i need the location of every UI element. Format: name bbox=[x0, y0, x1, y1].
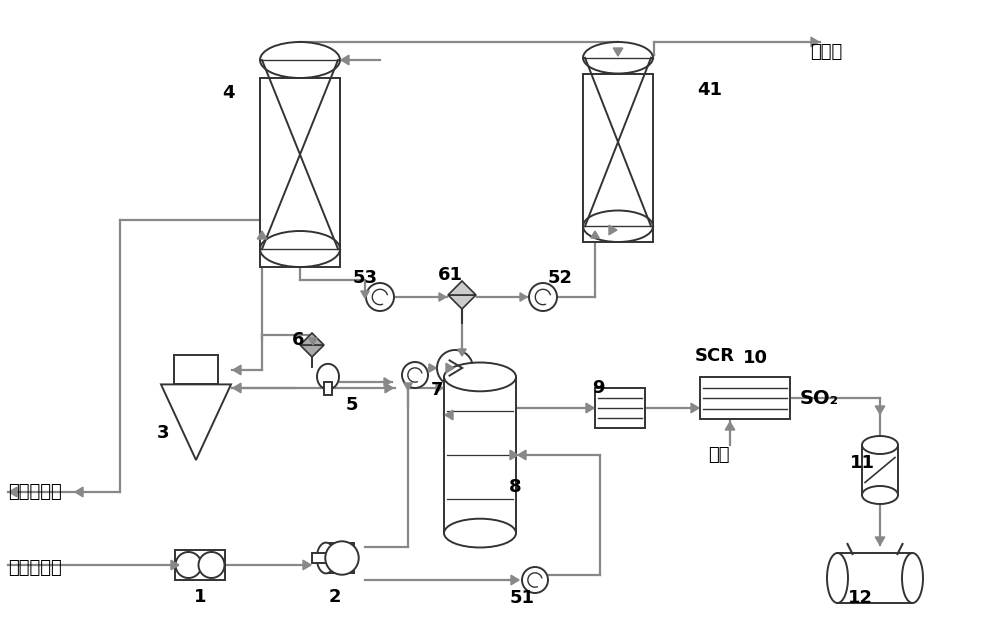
Circle shape bbox=[529, 283, 557, 311]
Polygon shape bbox=[233, 383, 241, 393]
Text: 1: 1 bbox=[194, 588, 206, 606]
Ellipse shape bbox=[583, 210, 653, 242]
Bar bbox=[700, 377, 790, 419]
Bar bbox=[175, 550, 225, 580]
Polygon shape bbox=[171, 560, 179, 570]
Polygon shape bbox=[257, 231, 267, 239]
Polygon shape bbox=[520, 293, 527, 301]
Polygon shape bbox=[510, 450, 518, 460]
Ellipse shape bbox=[444, 519, 516, 547]
Circle shape bbox=[366, 283, 394, 311]
Text: 52: 52 bbox=[548, 269, 572, 287]
Text: 6: 6 bbox=[292, 331, 304, 349]
Polygon shape bbox=[429, 364, 436, 372]
Polygon shape bbox=[875, 406, 885, 414]
Circle shape bbox=[522, 567, 548, 593]
Polygon shape bbox=[439, 293, 446, 301]
Polygon shape bbox=[586, 403, 594, 413]
Polygon shape bbox=[445, 410, 453, 420]
Polygon shape bbox=[300, 333, 324, 345]
Text: 4: 4 bbox=[222, 84, 234, 102]
Ellipse shape bbox=[827, 553, 848, 603]
Polygon shape bbox=[613, 48, 623, 56]
Text: 5: 5 bbox=[346, 396, 358, 414]
Bar bbox=[595, 388, 645, 428]
Bar bbox=[444, 377, 516, 533]
Ellipse shape bbox=[862, 486, 898, 504]
Polygon shape bbox=[591, 231, 599, 238]
Text: 61: 61 bbox=[438, 266, 462, 284]
Text: 2: 2 bbox=[329, 588, 341, 606]
Circle shape bbox=[325, 541, 359, 575]
Text: 去煙道: 去煙道 bbox=[810, 43, 842, 61]
Text: 11: 11 bbox=[849, 454, 874, 472]
Polygon shape bbox=[436, 384, 443, 392]
Bar bbox=[260, 78, 340, 267]
Text: 51: 51 bbox=[510, 589, 534, 607]
Bar bbox=[312, 553, 326, 563]
Bar bbox=[326, 542, 354, 574]
Polygon shape bbox=[309, 338, 317, 345]
Text: 高溫含硫氣: 高溫含硫氣 bbox=[8, 559, 62, 577]
Polygon shape bbox=[161, 385, 231, 460]
Polygon shape bbox=[518, 450, 526, 460]
Polygon shape bbox=[811, 37, 819, 47]
Polygon shape bbox=[609, 225, 617, 235]
Text: 蒸汽冷凝液: 蒸汽冷凝液 bbox=[8, 483, 62, 501]
Text: 液氨: 液氨 bbox=[708, 446, 730, 464]
Polygon shape bbox=[9, 487, 17, 497]
Polygon shape bbox=[511, 575, 519, 585]
Polygon shape bbox=[75, 487, 83, 497]
Polygon shape bbox=[303, 560, 311, 570]
Polygon shape bbox=[725, 422, 735, 430]
Polygon shape bbox=[233, 365, 241, 375]
Text: 3: 3 bbox=[157, 424, 169, 442]
Circle shape bbox=[176, 552, 202, 578]
Polygon shape bbox=[404, 383, 412, 390]
Text: 53: 53 bbox=[353, 269, 378, 287]
Text: 10: 10 bbox=[742, 349, 768, 367]
Circle shape bbox=[437, 350, 473, 386]
Circle shape bbox=[199, 552, 225, 578]
Text: 12: 12 bbox=[847, 589, 872, 607]
Polygon shape bbox=[458, 349, 466, 356]
Polygon shape bbox=[341, 55, 349, 65]
Bar bbox=[324, 381, 332, 395]
Text: 8: 8 bbox=[509, 478, 521, 496]
Bar bbox=[862, 445, 898, 495]
Bar bbox=[837, 553, 912, 603]
Bar bbox=[174, 355, 218, 385]
Polygon shape bbox=[446, 363, 454, 373]
Polygon shape bbox=[300, 345, 324, 357]
Ellipse shape bbox=[317, 542, 335, 574]
Circle shape bbox=[402, 362, 428, 388]
Polygon shape bbox=[384, 378, 391, 386]
Ellipse shape bbox=[902, 553, 923, 603]
Text: 9: 9 bbox=[592, 379, 604, 397]
Polygon shape bbox=[875, 537, 885, 545]
Ellipse shape bbox=[862, 436, 898, 454]
Ellipse shape bbox=[444, 363, 516, 391]
Text: SO₂: SO₂ bbox=[800, 388, 839, 408]
Polygon shape bbox=[691, 403, 699, 413]
Bar bbox=[583, 74, 653, 242]
Polygon shape bbox=[448, 281, 476, 295]
Ellipse shape bbox=[260, 231, 340, 267]
Text: SCR: SCR bbox=[695, 347, 735, 365]
Ellipse shape bbox=[317, 364, 339, 389]
Text: 41: 41 bbox=[698, 81, 722, 99]
Polygon shape bbox=[385, 383, 393, 393]
Polygon shape bbox=[448, 295, 476, 309]
Ellipse shape bbox=[260, 42, 340, 78]
Ellipse shape bbox=[583, 42, 653, 74]
Text: 7: 7 bbox=[431, 381, 443, 399]
Polygon shape bbox=[361, 291, 369, 298]
